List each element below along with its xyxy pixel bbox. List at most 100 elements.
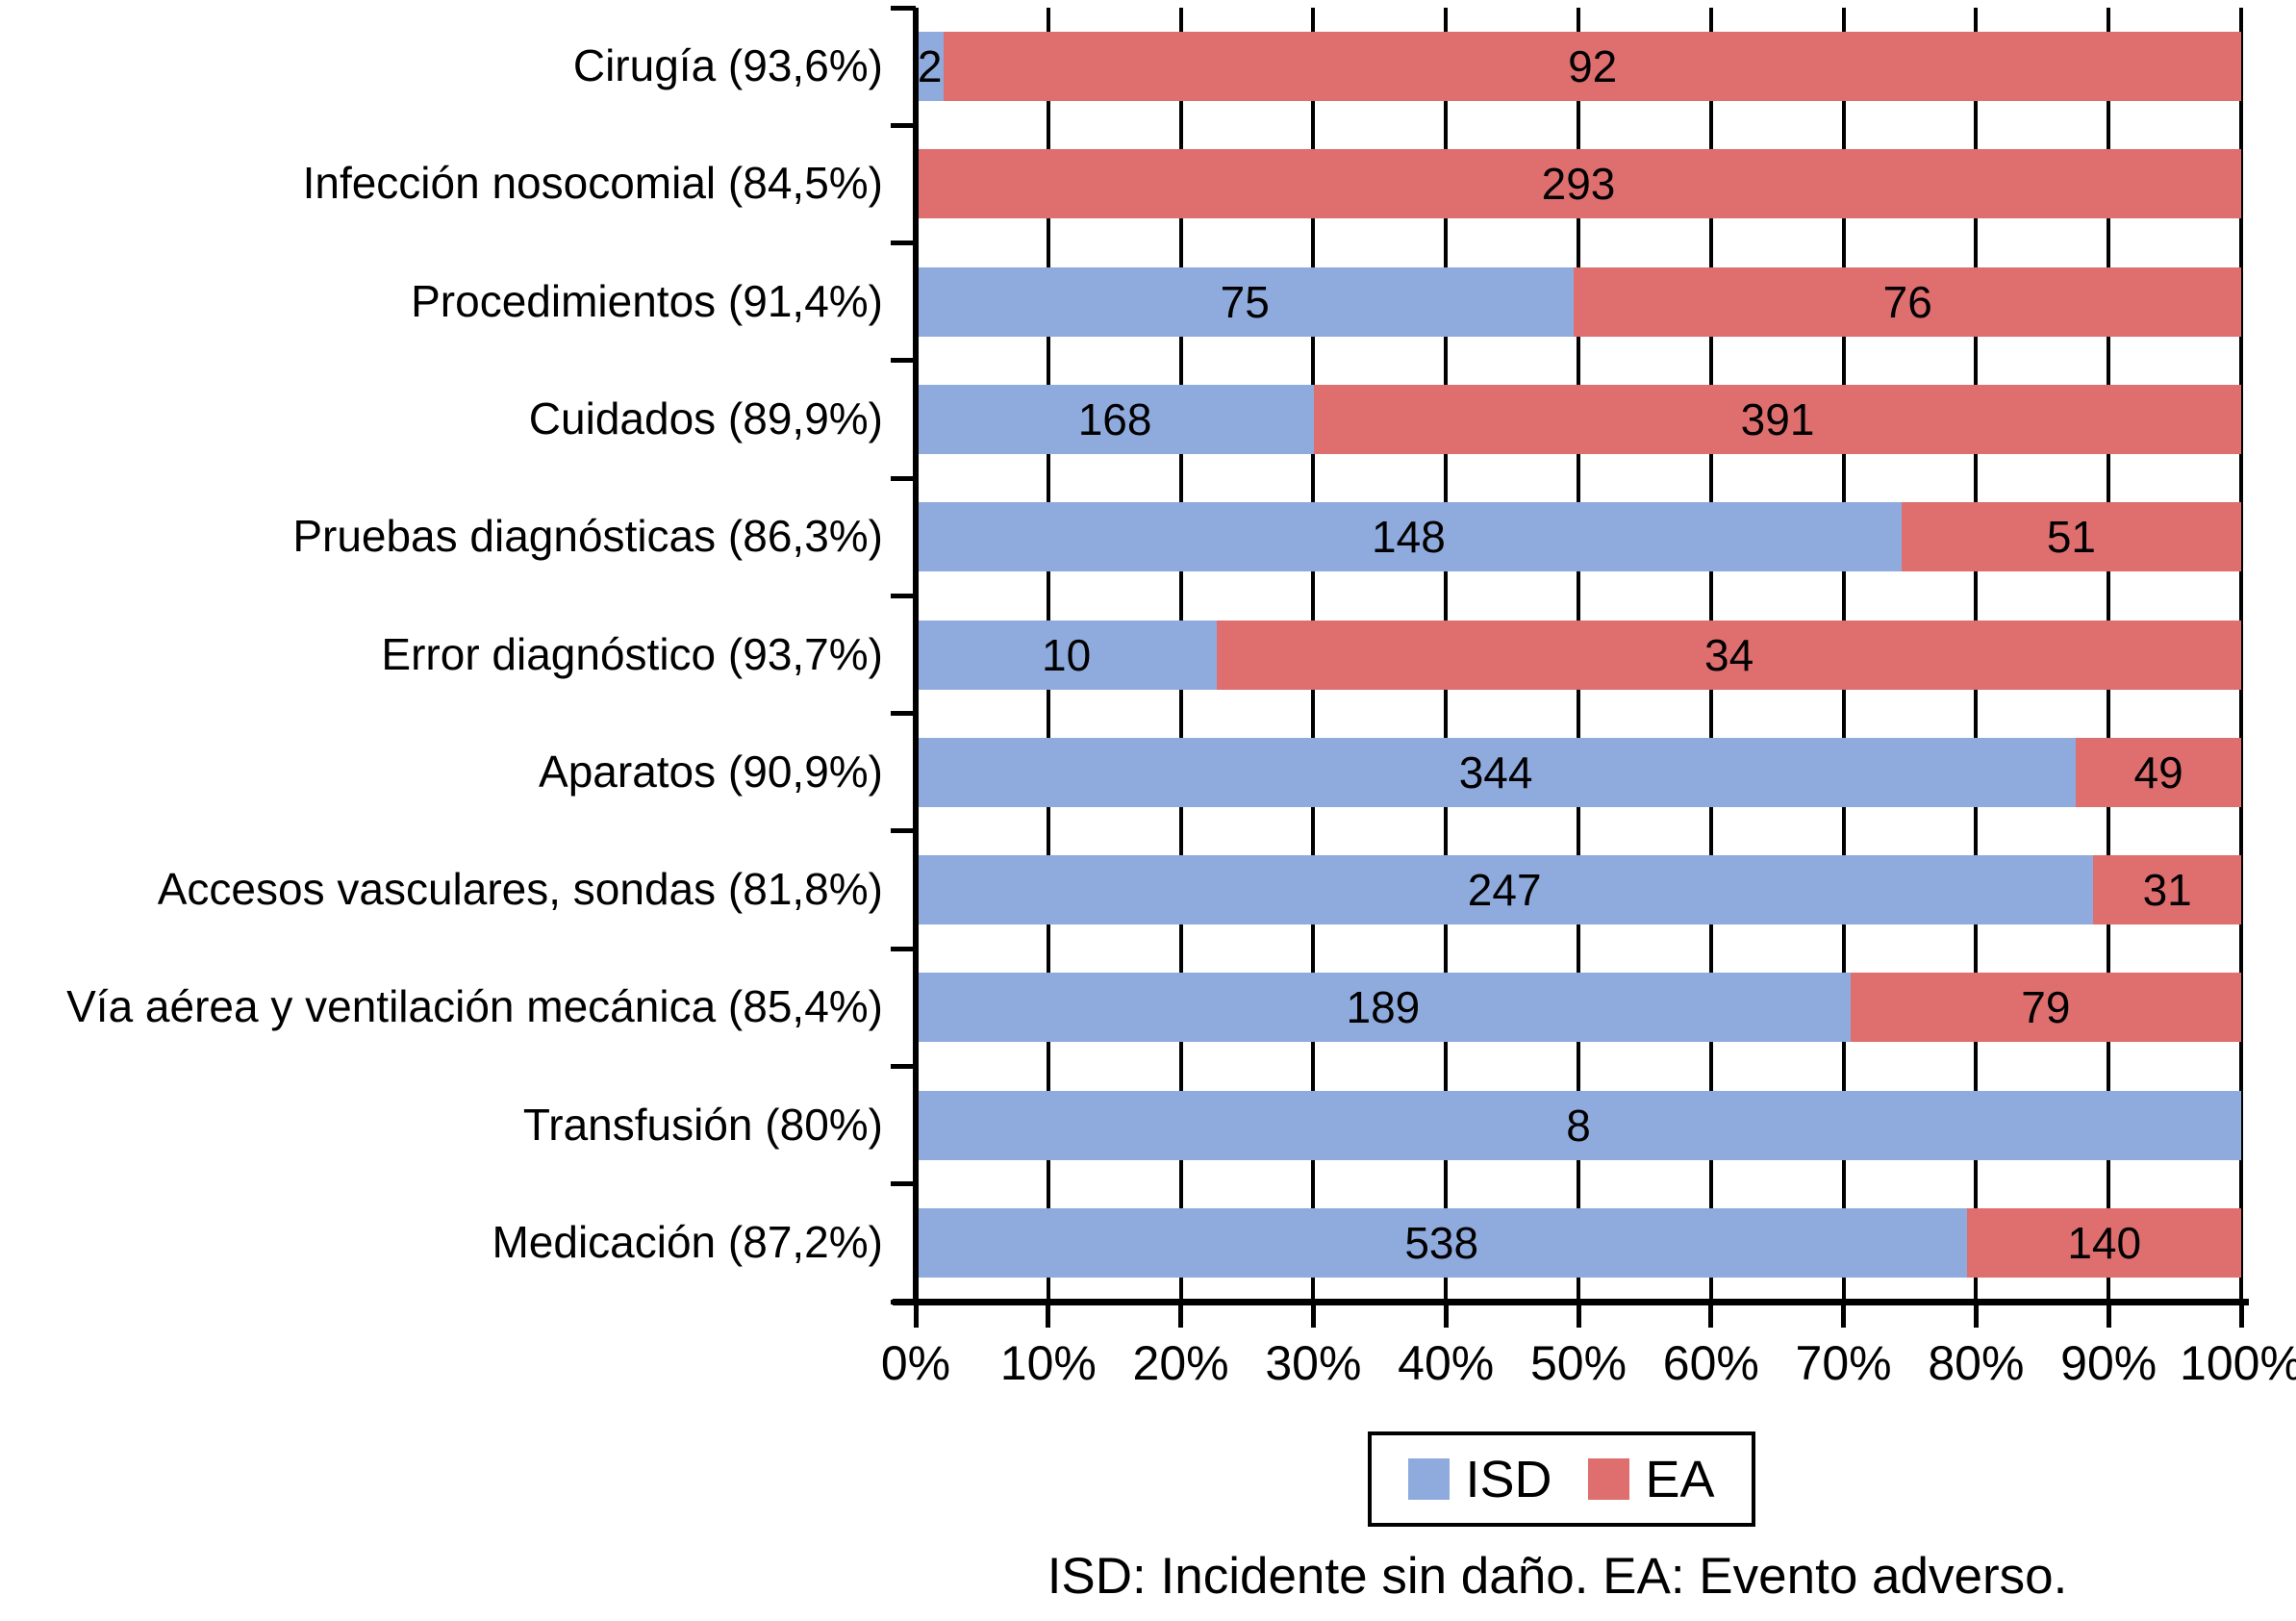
x-axis-tick-label: 90% <box>2060 1336 2157 1390</box>
x-axis-tick <box>1708 1304 1714 1328</box>
bar-row: 75 76 <box>916 266 2241 337</box>
isd-segment: 538 <box>916 1207 1968 1278</box>
x-axis-tick <box>1443 1304 1449 1328</box>
ea-value-label: 140 <box>2067 1217 2142 1268</box>
x-axis-tick <box>1841 1304 1847 1328</box>
isd-value-label: 148 <box>1372 512 1446 563</box>
isd-segment: 75 <box>916 266 1575 337</box>
isd-value-label: 247 <box>1467 865 1542 916</box>
ea-segment: 49 <box>2076 737 2241 807</box>
bar-row: 10 34 <box>916 620 2241 690</box>
y-axis-tick <box>891 828 916 834</box>
ea-value-label: 92 <box>1568 41 1618 92</box>
x-axis-tick-label: 40% <box>1398 1336 1495 1390</box>
isd-value-label: 168 <box>1077 393 1152 444</box>
y-axis-tick <box>891 122 916 128</box>
y-axis-tick <box>891 1063 916 1069</box>
chart-footnote: ISD: Incidente sin daño. EA: Evento adve… <box>1047 1548 2068 1605</box>
y-axis-tick <box>891 946 916 951</box>
y-axis-tick <box>891 5 916 11</box>
x-axis-tick <box>1576 1304 1581 1328</box>
isd-segment: 247 <box>916 855 2094 925</box>
isd-value-label: 10 <box>1042 629 1092 680</box>
ea-segment: 293 <box>916 149 2241 219</box>
y-axis-tick <box>891 1181 916 1187</box>
x-axis-tick <box>2238 1304 2244 1328</box>
legend-label-ea: EA <box>1645 1450 1715 1508</box>
ea-color-swatch <box>1588 1458 1630 1500</box>
x-axis-tick-label: 30% <box>1265 1336 1362 1390</box>
bar-row: 8 <box>916 1090 2241 1160</box>
bar-row: 2 92 <box>916 32 2241 102</box>
chart-legend: ISD EA <box>1368 1431 1755 1527</box>
bar-row: 148 51 <box>916 502 2241 572</box>
isd-segment: 189 <box>916 973 1851 1043</box>
bar-row: 189 79 <box>916 973 2241 1043</box>
legend-label-isd: ISD <box>1465 1450 1552 1508</box>
x-axis-tick <box>1046 1304 1051 1328</box>
ea-value-label: 391 <box>1740 393 1815 444</box>
category-label: Pruebas diagnósticas (86,3%) <box>292 511 883 562</box>
x-axis-tick-label: 50% <box>1529 1336 1627 1390</box>
isd-segment: 148 <box>916 502 1902 572</box>
bar-row: 293 <box>916 149 2241 219</box>
y-axis-tick <box>891 711 916 717</box>
isd-color-swatch <box>1408 1458 1451 1500</box>
ea-segment: 34 <box>1217 620 2241 690</box>
x-axis-tick-label: 20% <box>1132 1336 1229 1390</box>
bar-row: 168 391 <box>916 384 2241 454</box>
x-axis-line <box>893 1299 2249 1305</box>
ea-segment: 31 <box>2093 855 2241 925</box>
ea-segment: 391 <box>1314 384 2241 454</box>
ea-value-label: 79 <box>2021 982 2071 1033</box>
category-label: Vía aérea y ventilación mecánica (85,4%) <box>66 981 883 1032</box>
isd-value-label: 8 <box>1566 1100 1591 1151</box>
isd-value-label: 75 <box>1220 276 1270 327</box>
category-label: Aparatos (90,9%) <box>539 746 883 797</box>
ea-value-label: 76 <box>1882 276 1932 327</box>
x-axis-tick-label: 60% <box>1662 1336 1759 1390</box>
x-axis-tick-label: 10% <box>999 1336 1097 1390</box>
ea-value-label: 31 <box>2142 865 2192 916</box>
ea-segment: 76 <box>1574 266 2241 337</box>
isd-segment: 8 <box>916 1090 2241 1160</box>
ea-segment: 51 <box>1901 502 2241 572</box>
x-axis-tick <box>2106 1304 2111 1328</box>
category-label: Accesos vasculares, sondas (81,8%) <box>157 864 883 915</box>
x-axis-tick <box>1973 1304 1979 1328</box>
isd-segment: 10 <box>916 620 1218 690</box>
gridline-100% <box>2239 8 2243 1302</box>
isd-segment: 2 <box>916 32 945 102</box>
isd-value-label: 538 <box>1404 1217 1479 1268</box>
ea-value-label: 49 <box>2133 747 2183 798</box>
y-axis-tick <box>891 241 916 246</box>
category-label: Medicación (87,2%) <box>492 1216 883 1267</box>
y-axis-line <box>913 8 919 1302</box>
legend-entry-ea: EA <box>1588 1450 1715 1508</box>
isd-segment: 344 <box>916 737 2077 807</box>
ea-value-label: 51 <box>2046 512 2096 563</box>
isd-segment: 168 <box>916 384 1315 454</box>
bar-row: 538 140 <box>916 1207 2241 1278</box>
x-axis-tick-label: 100% <box>2180 1336 2296 1390</box>
x-axis-tick <box>1178 1304 1184 1328</box>
bar-row: 344 49 <box>916 737 2241 807</box>
ea-segment: 140 <box>1967 1207 2241 1278</box>
category-label: Cirugía (93,6%) <box>572 40 883 91</box>
ea-segment: 79 <box>1850 973 2241 1043</box>
y-axis-tick <box>891 358 916 364</box>
category-label: Infección nosocomial (84,5%) <box>302 158 883 209</box>
bar-row: 247 31 <box>916 855 2241 925</box>
isd-value-label: 344 <box>1458 747 1533 798</box>
x-axis-tick <box>1310 1304 1316 1328</box>
ea-value-label: 293 <box>1541 159 1616 210</box>
isd-value-label: 189 <box>1346 982 1421 1033</box>
isd-value-label: 2 <box>917 41 943 92</box>
legend-entry-isd: ISD <box>1408 1454 1552 1506</box>
category-label: Error diagnóstico (93,7%) <box>381 628 883 679</box>
category-label: Transfusión (80%) <box>522 1099 883 1150</box>
category-label: Cuidados (89,9%) <box>528 393 883 443</box>
y-axis-tick <box>891 593 916 598</box>
x-axis-tick-label: 0% <box>880 1336 951 1390</box>
